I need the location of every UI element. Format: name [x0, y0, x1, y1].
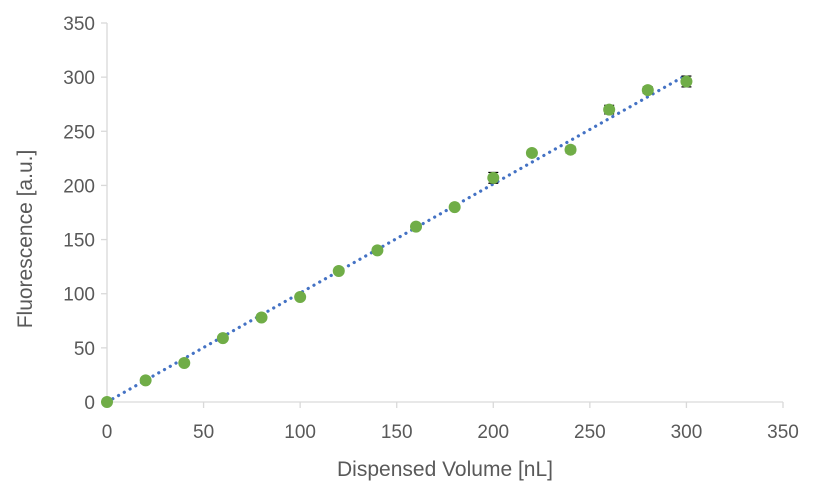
- data-point: [294, 290, 307, 303]
- y-tick-label: 250: [63, 122, 95, 143]
- data-point: [255, 311, 268, 324]
- y-tick-label: 350: [63, 14, 95, 35]
- data-point: [564, 143, 577, 156]
- x-tick-label: 100: [284, 422, 316, 443]
- y-tick-label: 100: [63, 285, 95, 306]
- trendline: [105, 73, 689, 404]
- data-point: [101, 396, 113, 408]
- data-point: [487, 171, 500, 184]
- data-point: [216, 332, 229, 345]
- y-tick-label: 150: [63, 231, 95, 252]
- x-tick-label: 0: [102, 422, 113, 443]
- data-point: [178, 357, 191, 370]
- y-tick-label: 0: [84, 393, 95, 414]
- x-tick-label: 50: [193, 422, 214, 443]
- x-tick-label: 200: [477, 422, 509, 443]
- data-point: [332, 264, 345, 277]
- data-point: [680, 75, 693, 88]
- data-point: [525, 146, 538, 159]
- x-tick-label: 150: [381, 422, 413, 443]
- y-tick-label: 200: [63, 176, 95, 197]
- data-point: [410, 220, 423, 233]
- y-tick-label: 50: [74, 339, 95, 360]
- data-point: [641, 84, 654, 97]
- x-axis-title: Dispensed Volume [nL]: [337, 458, 553, 481]
- data-point: [603, 103, 616, 116]
- data-point: [139, 374, 152, 387]
- x-tick-label: 250: [574, 422, 606, 443]
- y-tick-label: 300: [63, 68, 95, 89]
- data-point: [371, 244, 384, 257]
- x-tick-label: 300: [671, 422, 703, 443]
- x-tick-label: 350: [767, 422, 799, 443]
- y-axis-title: Fluorescence [a.u.]: [14, 150, 37, 329]
- data-point: [448, 201, 461, 214]
